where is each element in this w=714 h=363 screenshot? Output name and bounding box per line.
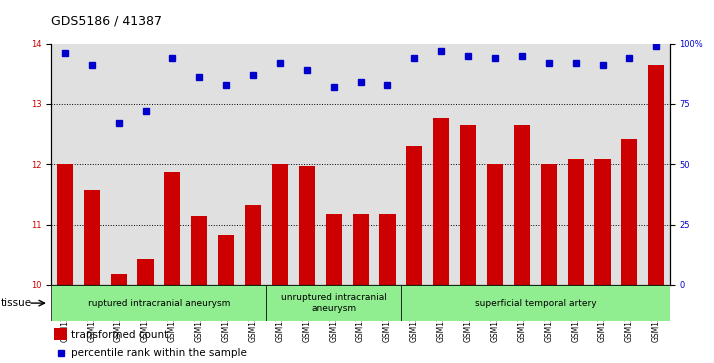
Text: ruptured intracranial aneurysm: ruptured intracranial aneurysm: [88, 299, 230, 307]
Text: transformed count: transformed count: [71, 330, 169, 340]
Bar: [648, 65, 664, 285]
Bar: [266, 285, 401, 321]
Bar: [54, 329, 67, 340]
Bar: [460, 125, 476, 285]
Bar: [621, 139, 638, 285]
Bar: [514, 125, 530, 285]
Bar: [272, 164, 288, 285]
Text: percentile rank within the sample: percentile rank within the sample: [71, 347, 247, 358]
Text: tissue: tissue: [1, 298, 32, 308]
Bar: [298, 166, 315, 285]
Bar: [84, 190, 100, 285]
Bar: [540, 164, 557, 285]
Bar: [487, 164, 503, 285]
Bar: [111, 274, 126, 285]
Bar: [353, 214, 368, 285]
Bar: [595, 159, 610, 285]
Text: GDS5186 / 41387: GDS5186 / 41387: [51, 15, 162, 28]
Bar: [326, 214, 342, 285]
Bar: [218, 236, 234, 285]
Bar: [406, 146, 423, 285]
Bar: [433, 118, 449, 285]
Bar: [245, 205, 261, 285]
Bar: [379, 214, 396, 285]
Bar: [51, 285, 266, 321]
Bar: [401, 285, 670, 321]
Text: superficial temporal artery: superficial temporal artery: [475, 299, 596, 307]
Text: unruptured intracranial
aneurysm: unruptured intracranial aneurysm: [281, 293, 386, 313]
Bar: [568, 159, 584, 285]
Bar: [137, 259, 154, 285]
Bar: [57, 164, 73, 285]
Bar: [191, 216, 207, 285]
Bar: [164, 172, 181, 285]
